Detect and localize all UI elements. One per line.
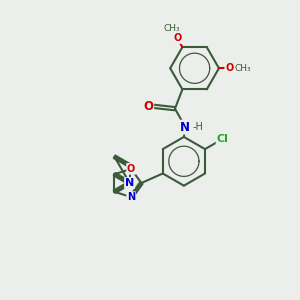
Text: O: O <box>225 63 233 73</box>
Text: O: O <box>143 100 153 113</box>
Text: N: N <box>180 121 190 134</box>
Text: CH₃: CH₃ <box>234 64 251 73</box>
Text: CH₃: CH₃ <box>163 24 180 33</box>
Text: Cl: Cl <box>217 134 228 144</box>
Text: -H: -H <box>192 122 203 131</box>
Text: O: O <box>127 164 135 174</box>
Text: N: N <box>125 178 134 188</box>
Text: O: O <box>173 33 181 43</box>
Text: N: N <box>127 192 135 202</box>
